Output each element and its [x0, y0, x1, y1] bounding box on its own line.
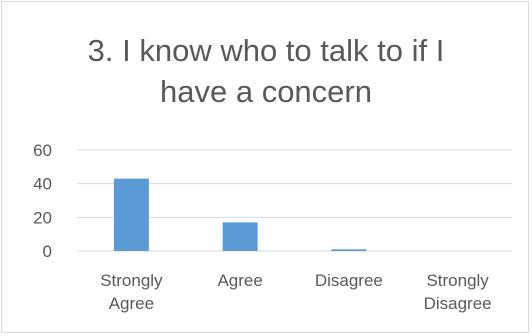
- chart-title-line-2: have a concern: [160, 74, 372, 109]
- x-tick-label-line: Disagree: [424, 294, 492, 313]
- bar: [331, 249, 367, 251]
- x-tick-label-line: Strongly: [426, 271, 489, 290]
- chart-title-line-1: 3. I know who to talk to if I: [87, 33, 445, 68]
- bar: [113, 178, 149, 251]
- y-tick-label: 0: [43, 242, 52, 261]
- y-tick-label: 20: [33, 208, 52, 227]
- x-tick-label: Strongly Agree: [100, 271, 163, 313]
- y-tick-label: 60: [33, 141, 52, 160]
- x-tick-label-line: Strongly: [100, 271, 163, 290]
- x-tick-label: Agree: [217, 271, 262, 290]
- x-tick-label-line: Disagree: [315, 271, 383, 290]
- x-tick-label-line: Agree: [217, 271, 262, 290]
- y-tick-label: 40: [33, 175, 52, 194]
- x-tick-label: Strongly Disagree: [424, 271, 492, 313]
- bar: [222, 222, 258, 251]
- x-tick-label: Disagree: [315, 271, 383, 290]
- x-tick-label-line: Agree: [109, 294, 154, 313]
- chart-title: 3. I know who to talk to if I have a con…: [0, 30, 532, 112]
